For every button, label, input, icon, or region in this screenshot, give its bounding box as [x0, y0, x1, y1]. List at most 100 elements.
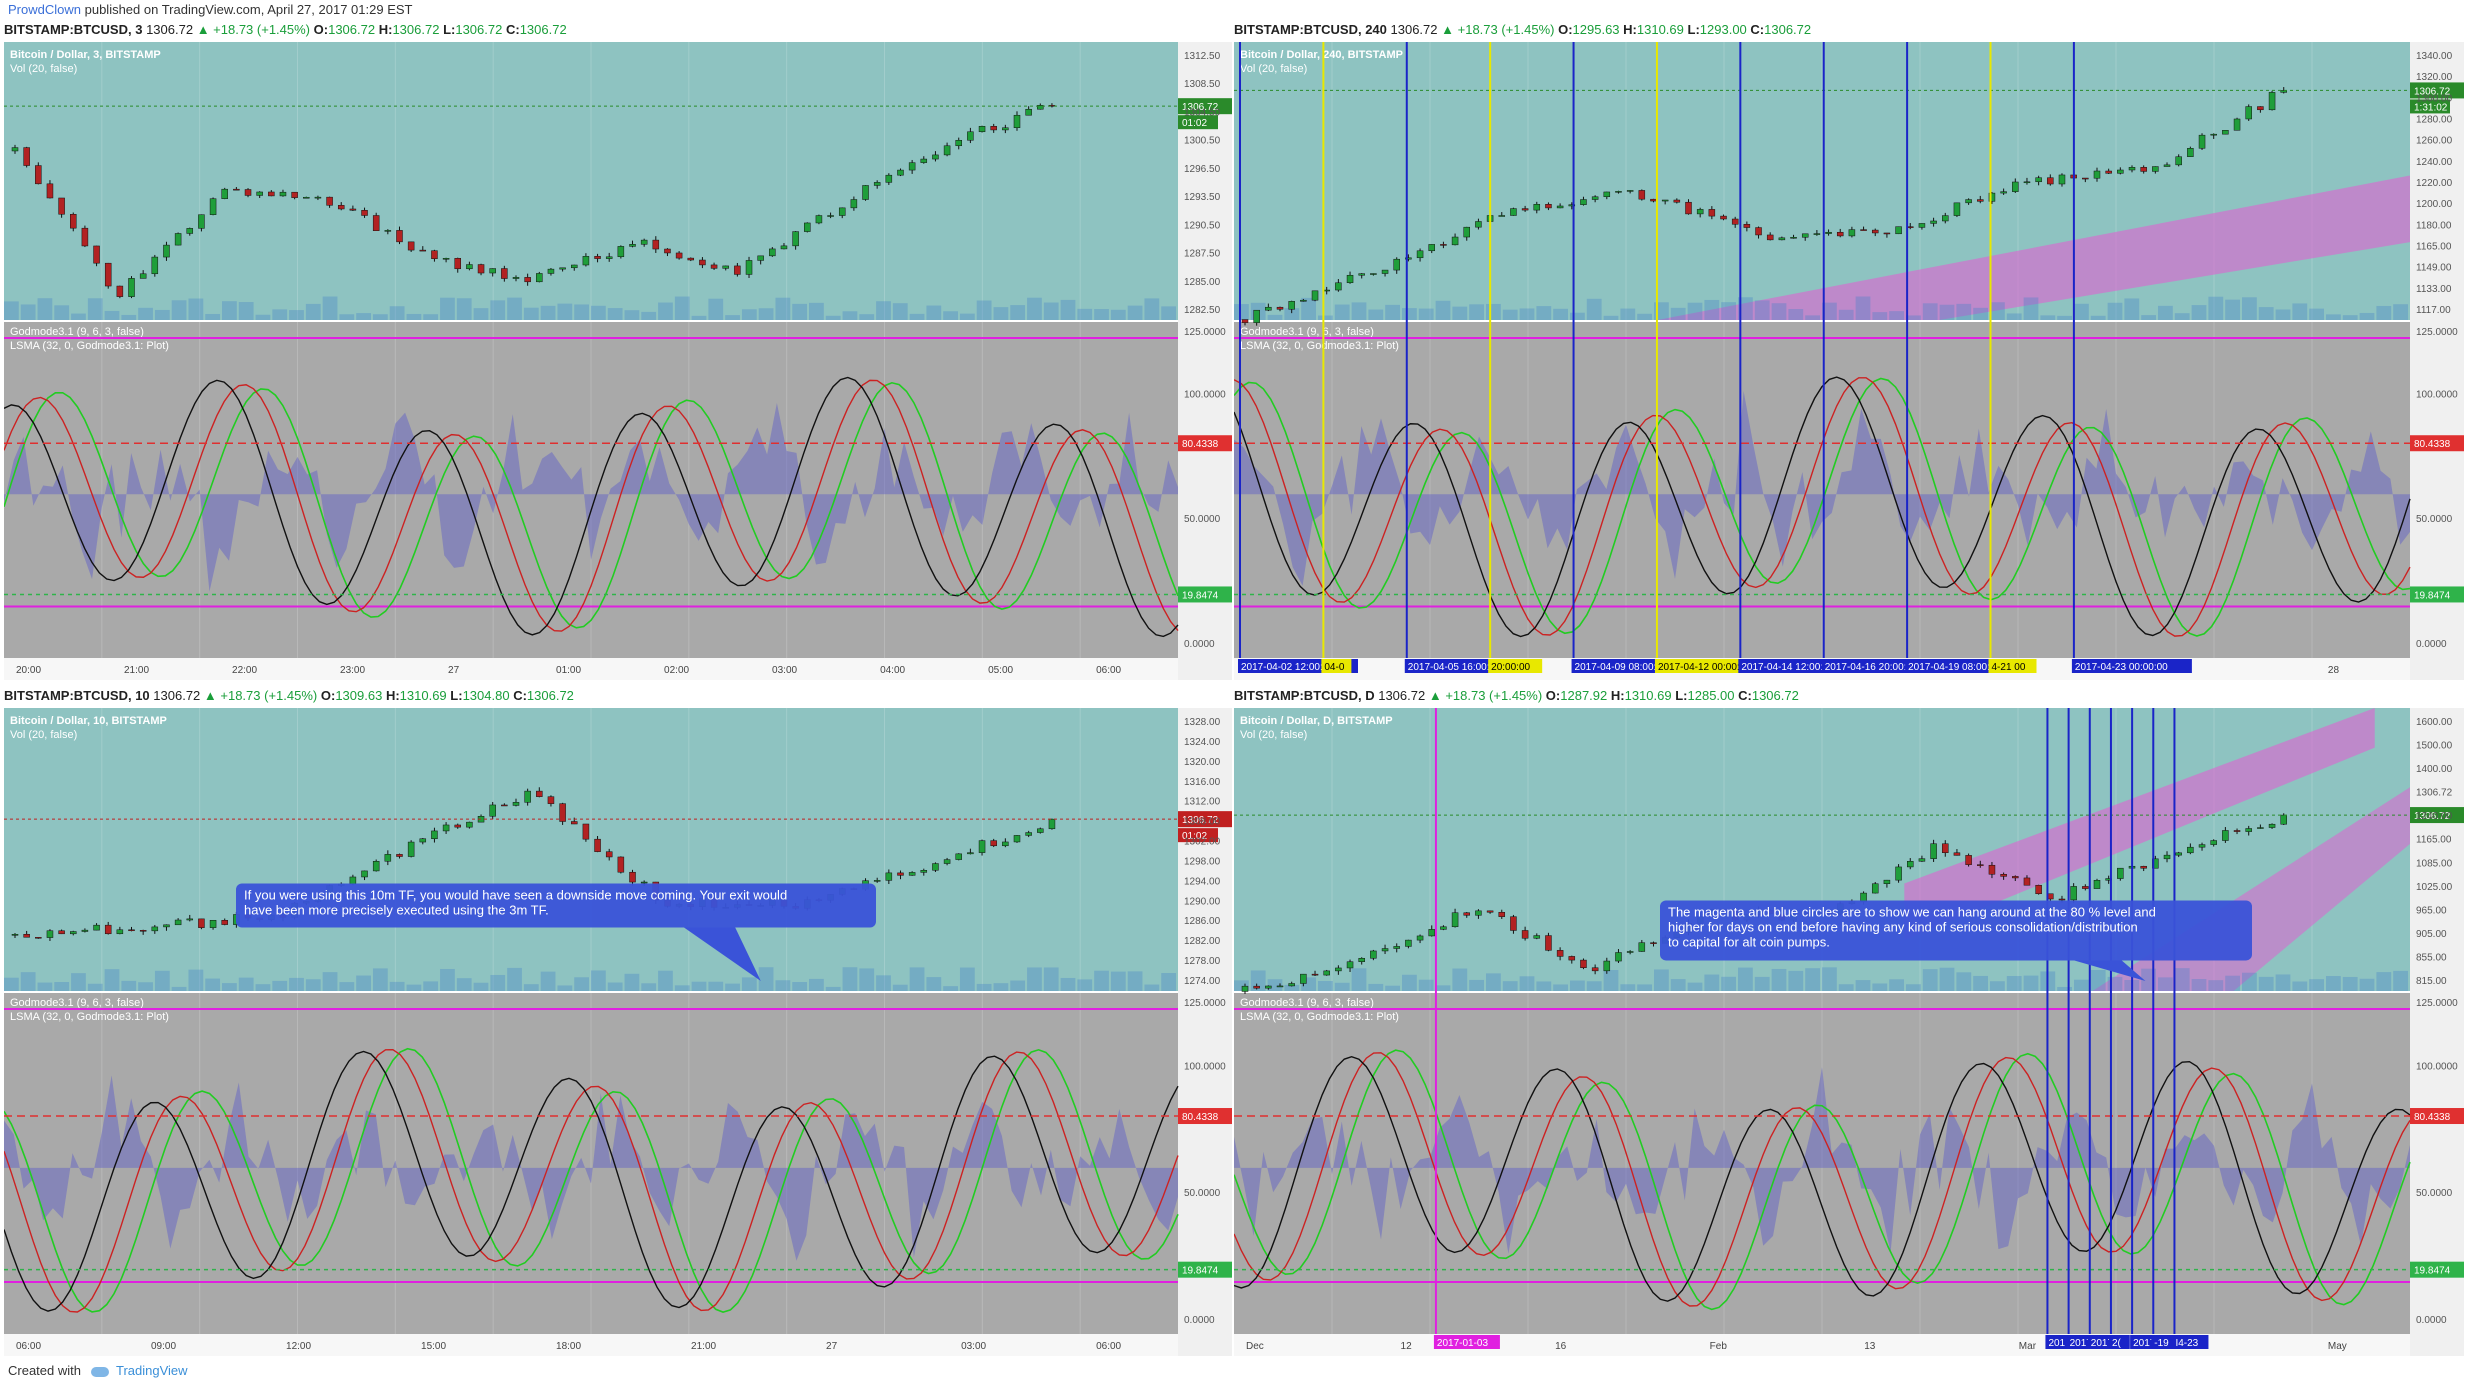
candle [1335, 282, 1342, 291]
price-tick: 1085.00 [2416, 858, 2453, 869]
candle [594, 838, 601, 852]
candle [792, 231, 799, 247]
symbol-name[interactable]: BITSTAMP:BTCUSD, 3 [4, 22, 143, 37]
volume-bar [674, 296, 690, 320]
volume-bar [540, 305, 556, 320]
volume-bar [725, 983, 740, 991]
chart-canvas[interactable]: 1306.72 01:02 1312.50 1308.50 1304.50 1300.50… [4, 42, 1232, 680]
price-tick: 1308.50 [1184, 79, 1221, 90]
volume-bar [490, 974, 506, 991]
legend-title: Bitcoin / Dollar, 3, BITSTAMP [10, 49, 161, 61]
countdown-tag: 1:31:02 [2414, 102, 2448, 113]
date-tag: 2017-04-09 08:00:00 [1575, 662, 1668, 673]
close-value: 1306.72 [1751, 688, 1799, 703]
candle [1942, 843, 1949, 853]
candle [757, 255, 764, 261]
volume-bar [1435, 985, 1451, 991]
indicator-tick: 0.0000 [2416, 639, 2447, 650]
candle [396, 230, 403, 243]
volume-bar [1788, 970, 1804, 991]
callout-pointer [2074, 960, 2146, 981]
volume-bar [1973, 975, 1988, 991]
volume-bar [943, 311, 958, 320]
candle [1463, 912, 1471, 916]
volume-bar [2023, 297, 2039, 320]
chart-canvas[interactable]: 1306.72 1:31:02 1340.00 1320.00 1300.00 1280.… [1234, 42, 2464, 680]
high-value: 1310.69 [1624, 688, 1672, 703]
last-price: 1306.72 [1378, 688, 1426, 703]
price-axis [2410, 708, 2464, 1356]
candle [1311, 973, 1319, 976]
time-tick: 13 [1864, 1341, 1876, 1352]
volume-bar [138, 307, 153, 320]
candle [1591, 967, 1599, 972]
indicator-histogram [4, 1075, 1178, 1261]
volume-bar [1990, 981, 2005, 991]
candle [559, 803, 566, 822]
open-value: 1309.63 [335, 688, 383, 703]
volume-bar [356, 975, 371, 991]
candle [1895, 866, 1902, 881]
volume-bar [1838, 309, 1854, 320]
volume-bar [1351, 302, 1367, 320]
candle [734, 265, 741, 275]
candle [489, 268, 496, 274]
candle [1370, 273, 1377, 275]
candle [186, 918, 194, 921]
lower-level-tag-box [1178, 586, 1232, 603]
volume-bar [624, 310, 640, 320]
volume-bar [2393, 304, 2408, 320]
volume-bar [507, 967, 522, 991]
candle [419, 249, 427, 252]
upper-level-tag-box [2410, 435, 2464, 452]
candle [745, 260, 753, 275]
candle [629, 871, 636, 883]
symbol-name[interactable]: BITSTAMP:BTCUSD, D [1234, 688, 1375, 703]
candle [454, 824, 461, 828]
volume-bar [1402, 974, 1417, 991]
volume-bar [4, 301, 19, 320]
candle [1977, 864, 1984, 866]
tradingview-link[interactable]: TradingView [116, 1363, 188, 1378]
chart-canvas[interactable]: 1306.721600.001500.001400.001306.721240.… [1234, 708, 2464, 1356]
candle [1533, 204, 1541, 211]
volume-bar [1127, 971, 1143, 991]
volume-bar [1536, 981, 1552, 991]
volume-bar [1351, 968, 1367, 991]
high-value: 1310.69 [1636, 22, 1684, 37]
chart-canvas[interactable]: 1306.72 01:02 1328.00 1324.00 1320.00 1316.00… [4, 708, 1232, 1356]
volume-bar [1301, 297, 1316, 320]
candle [1002, 127, 1009, 131]
candle [536, 273, 543, 283]
callout-box [1660, 900, 2252, 961]
volume-bar [2090, 315, 2106, 320]
candle [221, 188, 228, 199]
candle [2280, 90, 2287, 93]
candle [617, 856, 625, 873]
candle [967, 852, 974, 855]
indicator-tick: 125.0000 [2416, 998, 2458, 1009]
date-tag-box [2151, 1335, 2176, 1349]
volume-bar [607, 308, 623, 320]
time-tick: 03:00 [961, 1341, 986, 1352]
author-link[interactable]: ProwdClown [8, 2, 81, 17]
volume-bar [1855, 980, 1871, 991]
volume-bar [205, 978, 221, 991]
symbol-name[interactable]: BITSTAMP:BTCUSD, 240 [1234, 22, 1387, 37]
volume-bar [1670, 979, 1686, 991]
date-tag-box [2045, 1335, 2070, 1349]
publish-info: published on TradingView.com, April 27, … [84, 2, 413, 17]
candle [2082, 177, 2089, 180]
volume-bar [1990, 302, 2005, 320]
price-tick: 1220.00 [2416, 178, 2453, 189]
volume-bar [1234, 980, 1249, 991]
candle [1037, 105, 1044, 110]
candle [1907, 226, 1914, 228]
symbol-name[interactable]: BITSTAMP:BTCUSD, 10 [4, 688, 150, 703]
candle [466, 264, 473, 270]
candle [70, 213, 77, 229]
price-tick: 1290.00 [1184, 896, 1221, 907]
chart-panel-daily: BITSTAMP:BTCUSD, D 1306.72 ▲ +18.73 (+1.… [1234, 686, 2464, 1356]
volume-bar [440, 297, 455, 320]
volume-bar [2376, 972, 2392, 991]
